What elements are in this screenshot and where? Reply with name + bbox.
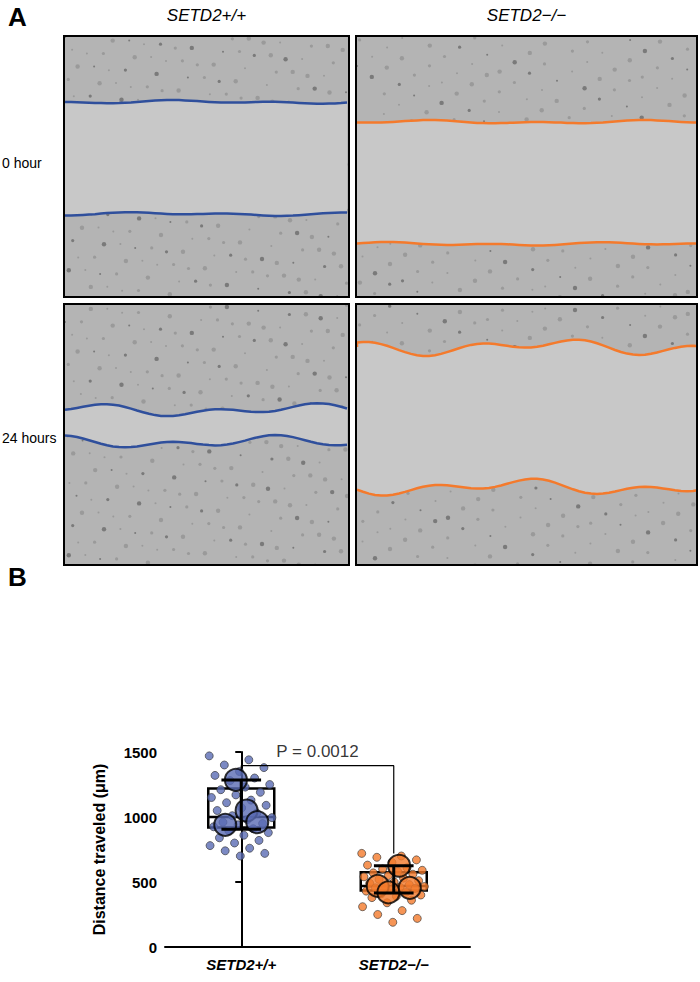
html-text:SETD2+/+: SETD2+/+ [166, 6, 247, 25]
svg-text:1500: 1500 [124, 744, 157, 761]
html-text:0 hour: 0 hour [2, 155, 42, 171]
svg-text:SETD2+/+: SETD2+/+ [206, 956, 276, 973]
svg-text:1000: 1000 [124, 809, 157, 826]
svg-text:SETD2−/−: SETD2−/− [359, 956, 429, 973]
svg-text:500: 500 [132, 874, 157, 891]
svg-text:Distance traveled (μm): Distance traveled (μm) [91, 764, 108, 936]
svg-text:P = 0.0012: P = 0.0012 [276, 742, 358, 761]
svg-text:B: B [8, 562, 27, 592]
html-text:A: A [8, 2, 27, 32]
svg-text:0: 0 [149, 939, 157, 956]
html-text:24 hours: 24 hours [2, 430, 57, 446]
html-text:SETD2−/−: SETD2−/− [486, 6, 567, 25]
